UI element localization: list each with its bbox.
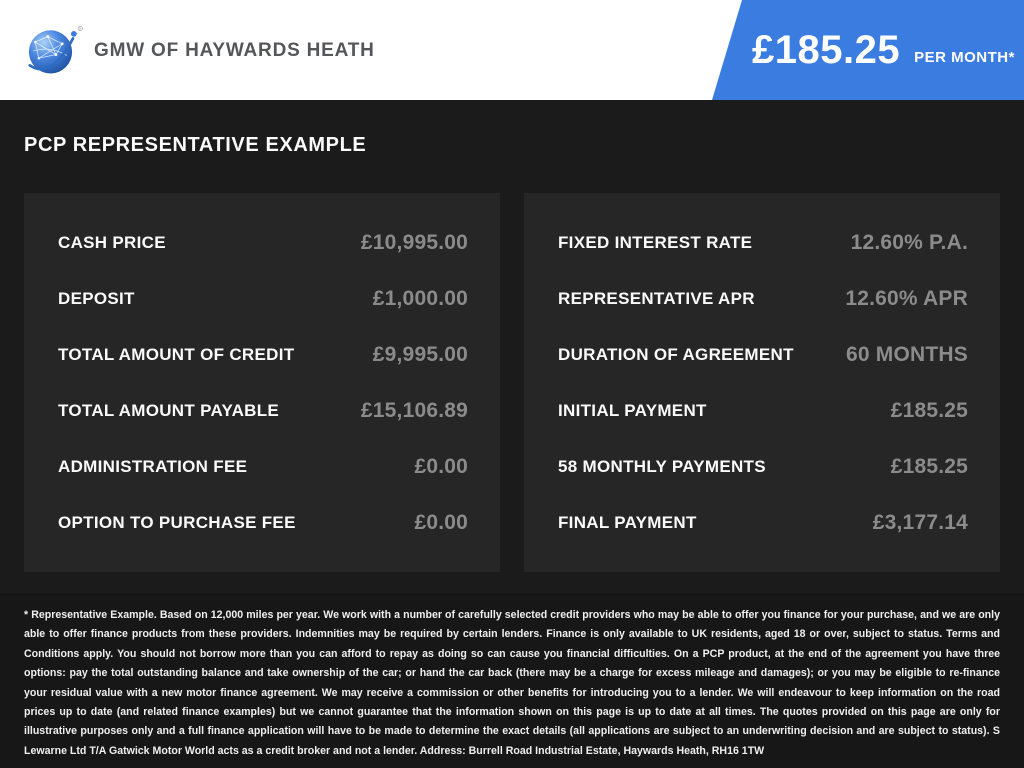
dealer-name: GMW OF HAYWARDS HEATH [94, 40, 375, 61]
finance-label: CASH PRICE [58, 233, 166, 252]
finance-row-initial-payment: INITIAL PAYMENT £185.25 [558, 383, 968, 439]
finance-value: £0.00 [414, 455, 468, 478]
finance-label: DURATION OF AGREEMENT [558, 345, 794, 364]
finance-value: £9,995.00 [372, 343, 468, 366]
page-title: PCP REPRESENTATIVE EXAMPLE [24, 134, 367, 156]
finance-value: £185.25 [890, 399, 968, 422]
disclaimer-text: * Representative Example. Based on 12,00… [24, 609, 1000, 757]
finance-row-interest-rate: FIXED INTEREST RATE 12.60% P.A. [558, 215, 968, 271]
finance-label: FINAL PAYMENT [558, 513, 697, 532]
finance-row-monthly-payments: 58 MONTHLY PAYMENTS £185.25 [558, 439, 968, 495]
dealer-logo[interactable]: R GMW OF HAYWARDS HEATH [26, 24, 375, 78]
finance-label: REPRESENTATIVE APR [558, 289, 755, 308]
price-banner: £185.25 PER MONTH* [712, 0, 1024, 100]
finance-value: 12.60% P.A. [850, 231, 968, 254]
pcp-example-section: PCP REPRESENTATIVE EXAMPLE CASH PRICE £1… [0, 100, 1024, 768]
finance-panel-left: CASH PRICE £10,995.00 DEPOSIT £1,000.00 … [24, 193, 500, 572]
finance-row-option-fee: OPTION TO PURCHASE FEE £0.00 [58, 495, 468, 551]
finance-label: OPTION TO PURCHASE FEE [58, 513, 296, 532]
finance-row-admin-fee: ADMINISTRATION FEE £0.00 [58, 439, 468, 495]
finance-row-final-payment: FINAL PAYMENT £3,177.14 [558, 495, 968, 551]
finance-value: 60 MONTHS [846, 343, 968, 366]
finance-value: £15,106.89 [360, 399, 468, 422]
monthly-price-suffix: PER MONTH* [914, 48, 1015, 66]
finance-row-duration: DURATION OF AGREEMENT 60 MONTHS [558, 327, 968, 383]
finance-row-cash-price: CASH PRICE £10,995.00 [58, 215, 468, 271]
finance-label: TOTAL AMOUNT PAYABLE [58, 401, 280, 420]
finance-value: £1,000.00 [372, 287, 468, 310]
finance-row-apr: REPRESENTATIVE APR 12.60% APR [558, 271, 968, 327]
finance-row-deposit: DEPOSIT £1,000.00 [58, 271, 468, 327]
finance-label: 58 MONTHLY PAYMENTS [558, 457, 766, 476]
finance-row-total-payable: TOTAL AMOUNT PAYABLE £15,106.89 [58, 383, 468, 439]
finance-value: 12.60% APR [845, 287, 968, 310]
finance-row-total-credit: TOTAL AMOUNT OF CREDIT £9,995.00 [58, 327, 468, 383]
finance-label: FIXED INTEREST RATE [558, 233, 753, 252]
finance-panel-right: FIXED INTEREST RATE 12.60% P.A. REPRESEN… [524, 193, 1000, 572]
site-header: R GMW OF HAYWARDS HEATH £185.25 PER MONT… [0, 0, 1024, 100]
monthly-price: £185.25 [752, 28, 901, 72]
globe-network-icon: R [28, 26, 83, 74]
finance-value: £185.25 [890, 455, 968, 478]
finance-label: DEPOSIT [58, 289, 135, 308]
svg-text:R: R [79, 27, 82, 31]
disclaimer-band: * Representative Example. Based on 12,00… [0, 593, 1024, 768]
finance-label: INITIAL PAYMENT [558, 401, 707, 420]
finance-value: £10,995.00 [360, 231, 468, 254]
finance-label: ADMINISTRATION FEE [58, 457, 248, 476]
finance-value: £0.00 [414, 511, 468, 534]
finance-value: £3,177.14 [872, 511, 968, 534]
finance-label: TOTAL AMOUNT OF CREDIT [58, 345, 295, 364]
